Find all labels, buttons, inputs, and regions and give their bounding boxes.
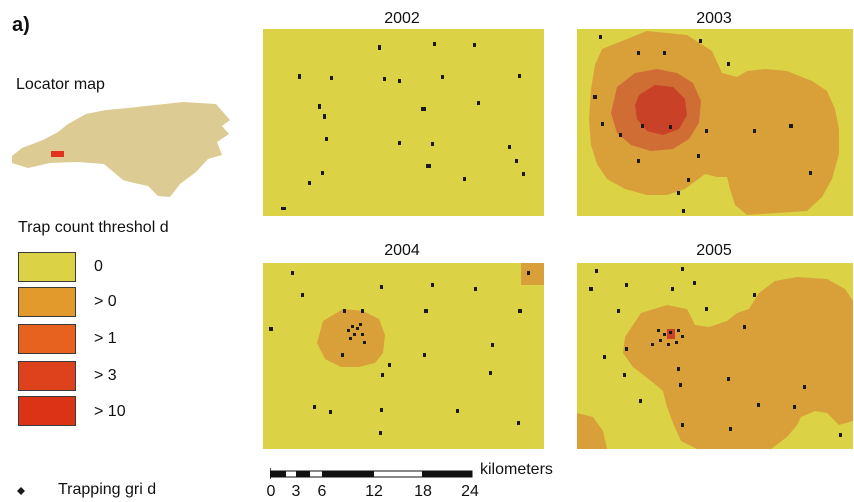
locator-map [12, 102, 230, 197]
map-year-2003: 2003 [696, 10, 732, 27]
legend-swatch-1 [18, 287, 76, 317]
trap-points [589, 267, 842, 437]
scale-tick-3: 3 [291, 483, 301, 500]
scale-tick-18: 18 [414, 483, 432, 500]
trap-map-2002 [263, 29, 544, 216]
legend-label-4: > 10 [94, 403, 126, 420]
scale-tick-12: 12 [365, 483, 383, 500]
panel-label: a) [12, 14, 30, 36]
legend-label-0: 0 [94, 258, 103, 275]
legend-label-2: > 1 [94, 330, 117, 347]
legend-swatch-2 [18, 324, 76, 354]
trap-points [593, 35, 812, 213]
trap-map-2005 [577, 263, 853, 449]
legend-title: Trap count threshol d [18, 219, 169, 236]
legend-label-1: > 0 [94, 293, 117, 310]
legend-swatch-4 [18, 396, 76, 426]
trap-legend-label: Trapping gri d [58, 481, 157, 498]
locator-map-title: Locator map [16, 76, 105, 93]
trap-marker-icon [17, 487, 25, 495]
trap-map-2003 [577, 29, 853, 216]
legend-swatch-0 [18, 252, 76, 282]
scale-bar [270, 468, 473, 479]
background-zone [263, 29, 544, 216]
trap-points [281, 42, 525, 210]
risk-zone-low [521, 263, 544, 285]
map-year-2005: 2005 [696, 242, 732, 259]
risk-zone-low [577, 413, 607, 449]
legend-swatch-3 [18, 361, 76, 391]
background-zone [263, 263, 544, 449]
state-outline [12, 102, 230, 197]
scale-unit-label: kilometers [480, 461, 553, 478]
scale-tick-24: 24 [461, 483, 479, 500]
study-area-marker [51, 151, 64, 157]
map-year-2004: 2004 [384, 242, 420, 259]
legend-label-3: > 3 [94, 367, 117, 384]
map-year-2002: 2002 [384, 10, 420, 27]
scale-tick-0: 0 [266, 483, 276, 500]
trap-points [269, 271, 530, 435]
scale-tick-6: 6 [317, 483, 327, 500]
trap-map-2004 [263, 263, 544, 449]
risk-zone-high [635, 85, 687, 135]
